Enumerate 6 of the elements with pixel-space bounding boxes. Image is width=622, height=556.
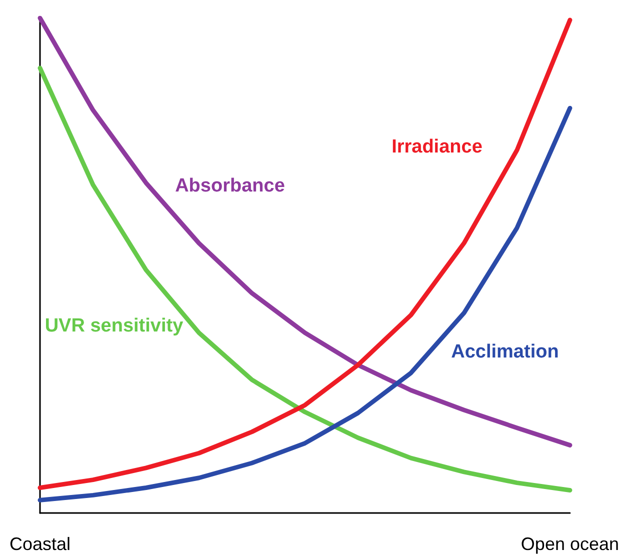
x-tick-label: Coastal (9, 534, 71, 554)
series-label: UVR sensitivity (44, 315, 184, 336)
x-tick-label: Open ocean (520, 534, 619, 554)
series-label: Absorbance (175, 176, 285, 197)
series-label: Irradiance (392, 136, 482, 158)
series-label: Acclimation (451, 341, 559, 362)
